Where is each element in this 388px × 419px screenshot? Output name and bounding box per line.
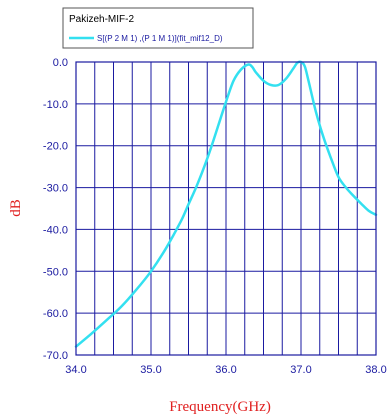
legend-title: Pakizeh-MIF-2	[69, 14, 134, 25]
data-point	[270, 84, 272, 86]
data-point	[210, 147, 212, 149]
data-point	[315, 111, 317, 113]
data-point	[195, 186, 197, 188]
grid	[76, 62, 376, 355]
x-tick-labels: 34.0 35.0 36.0 37.0 38.0	[65, 364, 386, 376]
data-point	[367, 209, 369, 211]
data-point	[165, 247, 167, 249]
x-tick-label: 37.0	[290, 364, 311, 376]
data-point	[150, 270, 152, 272]
data-point	[135, 289, 137, 291]
y-tick-label: -10.0	[43, 99, 68, 111]
y-tick-label: -30.0	[43, 183, 68, 195]
x-tick-label: 35.0	[140, 364, 161, 376]
data-point	[225, 101, 227, 103]
data-point	[277, 84, 279, 86]
y-tick-label: 0.0	[53, 57, 68, 69]
legend-entry-label: S[(P 2 M 1) ,(P 1 M 1)](fit_mif12_D)	[97, 34, 223, 43]
plot-frame	[75, 61, 377, 356]
y-tick-label: -40.0	[43, 224, 68, 236]
data-point	[251, 66, 253, 68]
y-tick-label: -50.0	[43, 266, 68, 278]
data-point	[187, 203, 189, 205]
data-point	[352, 195, 354, 197]
series-line	[74, 60, 378, 348]
data-point	[217, 124, 219, 126]
data-point	[330, 157, 332, 159]
y-axis-title: dB	[8, 199, 24, 217]
legend: Pakizeh-MIF-2 S[(P 2 M 1) ,(P 1 M 1)](fi…	[62, 7, 254, 49]
y-tick-label: -20.0	[43, 141, 68, 153]
data-point	[105, 319, 107, 321]
data-point	[360, 202, 362, 204]
data-point	[255, 71, 257, 73]
data-point	[304, 65, 306, 67]
data-point	[262, 80, 264, 82]
data-point	[247, 63, 249, 65]
y-tick-label: -60.0	[43, 308, 68, 320]
data-point	[120, 306, 122, 308]
x-tick-label: 36.0	[215, 364, 236, 376]
data-point	[322, 136, 324, 138]
x-axis-title: Frequency(GHz)	[169, 399, 271, 415]
y-tick-label: -70.0	[43, 350, 68, 362]
data-point	[202, 168, 204, 170]
data-point	[180, 220, 182, 222]
legend-box	[62, 7, 254, 49]
y-tick-labels: 0.0 -10.0 -20.0 -30.0 -40.0 -50.0 -60.0 -70.0	[43, 57, 68, 362]
data-point	[232, 80, 234, 82]
x-tick-label: 34.0	[65, 364, 86, 376]
data-point	[292, 67, 294, 69]
data-point	[337, 176, 339, 178]
x-tick-label: 38.0	[365, 364, 386, 376]
data-point	[307, 80, 309, 82]
data-point	[285, 78, 287, 80]
data-point	[240, 68, 242, 70]
data-point	[90, 333, 92, 335]
data-point	[345, 186, 347, 188]
